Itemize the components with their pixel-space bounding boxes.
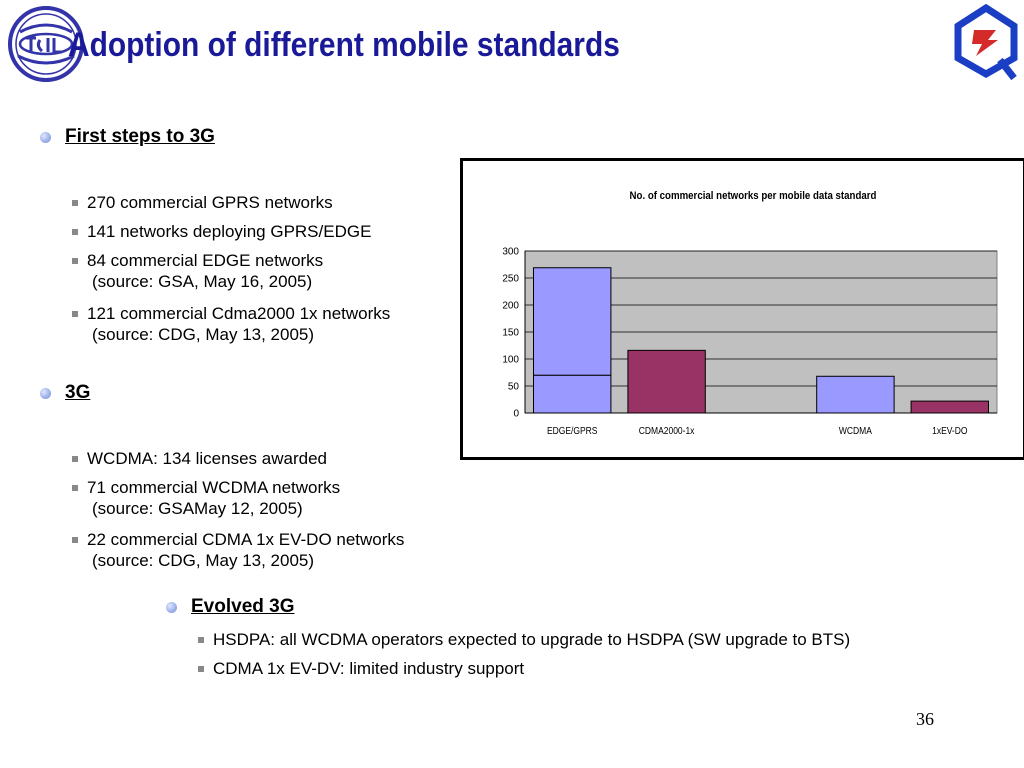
bar <box>532 267 612 376</box>
square-bullet-icon <box>72 310 78 317</box>
square-bullet-icon <box>72 455 78 462</box>
y-tick-label: 0 <box>513 409 519 420</box>
bullet-item: WCDMA: 134 licenses awarded <box>72 448 327 469</box>
y-tick-label: 300 <box>502 247 519 258</box>
bullet-item: 71 commercial WCDMA networks (source: GS… <box>72 477 340 519</box>
x-tick-label: WCDMA <box>839 425 873 436</box>
section-heading-evolved-3g: Evolved 3G <box>166 596 295 618</box>
slide-title: Adoption of different mobile standards <box>68 26 620 64</box>
tcil-logo <box>8 6 84 82</box>
square-bullet-icon <box>198 636 204 643</box>
square-bullet-icon <box>72 199 78 206</box>
q-logo <box>954 4 1018 80</box>
y-tick-label: 200 <box>502 301 519 312</box>
bullet-item: 22 commercial CDMA 1x EV-DO networks (so… <box>72 529 404 571</box>
y-tick-label: 150 <box>502 328 519 339</box>
square-bullet-icon <box>198 665 204 672</box>
bullet-item: 141 networks deploying GPRS/EDGE <box>72 221 371 242</box>
bar <box>816 375 895 414</box>
square-bullet-icon <box>72 228 78 235</box>
bar-chart: No. of commercial networks per mobile da… <box>502 191 998 436</box>
square-bullet-icon <box>72 484 78 491</box>
bullet-item: CDMA 1x EV-DV: limited industry support <box>198 658 524 679</box>
square-bullet-icon <box>72 536 78 543</box>
bullet-item: 270 commercial GPRS networks <box>72 192 333 213</box>
bullet-continuation: (source: CDG, May 13, 2005) <box>92 551 315 570</box>
x-tick-label: CDMA2000-1x <box>639 425 695 436</box>
chart-frame: No. of commercial networks per mobile da… <box>460 158 1024 460</box>
bullet-item: 121 commercial Cdma2000 1x networks (sou… <box>72 303 390 345</box>
x-tick-label: 1xEV-DO <box>932 425 967 436</box>
section-heading-first-steps: First steps to 3G <box>40 126 215 148</box>
y-tick-label: 50 <box>508 382 520 393</box>
bullet-item: HSDPA: all WCDMA operators expected to u… <box>198 629 850 650</box>
bar <box>532 374 612 414</box>
bullet-continuation: (source: GSA, May 16, 2005) <box>92 272 313 291</box>
bullet-icon <box>40 387 51 399</box>
x-tick-label: EDGE/GPRS <box>547 425 597 436</box>
y-tick-label: 250 <box>502 274 519 285</box>
bar <box>627 349 706 414</box>
y-tick-label: 100 <box>502 355 519 366</box>
page-number: 36 <box>916 709 934 729</box>
section-heading-3g: 3G <box>40 382 90 404</box>
square-bullet-icon <box>72 257 78 264</box>
chart-title: No. of commercial networks per mobile da… <box>630 191 877 203</box>
bar <box>910 400 990 414</box>
bullet-icon <box>166 601 177 613</box>
bullet-continuation: (source: GSAMay 12, 2005) <box>92 499 303 518</box>
bullet-item: 84 commercial EDGE networks (source: GSA… <box>72 250 323 292</box>
bullet-icon <box>40 131 51 143</box>
bullet-continuation: (source: CDG, May 13, 2005) <box>92 325 315 344</box>
